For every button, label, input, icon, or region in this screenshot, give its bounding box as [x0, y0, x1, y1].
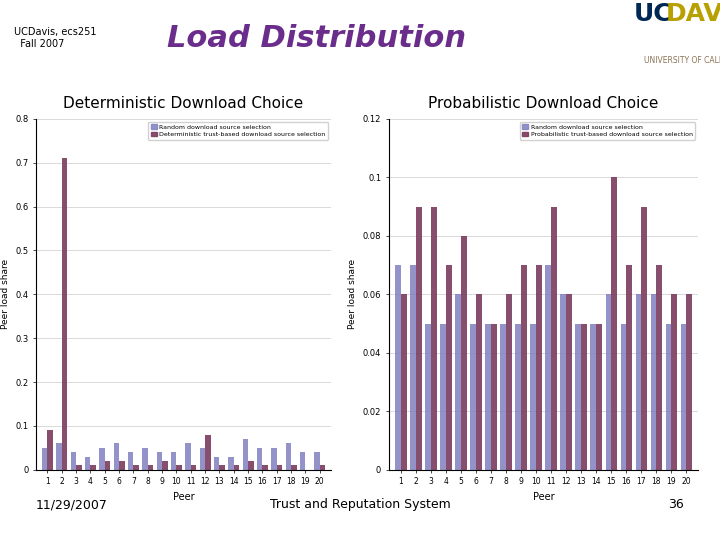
Bar: [99, 448, 105, 470]
Bar: [476, 294, 482, 470]
Bar: [636, 294, 642, 470]
Bar: [546, 265, 551, 470]
Bar: [416, 206, 422, 470]
Bar: [440, 323, 446, 470]
Bar: [85, 457, 91, 470]
Bar: [410, 265, 416, 470]
Y-axis label: Peer load share: Peer load share: [348, 259, 357, 329]
Bar: [395, 265, 401, 470]
Bar: [566, 294, 572, 470]
Text: Load Distribution: Load Distribution: [167, 24, 467, 53]
Bar: [276, 465, 282, 470]
Bar: [536, 265, 541, 470]
Bar: [114, 443, 119, 470]
Text: 11/29/2007: 11/29/2007: [36, 498, 108, 511]
Bar: [71, 453, 76, 470]
Bar: [76, 465, 81, 470]
Bar: [315, 453, 320, 470]
Text: UNIVERSITY OF CALIFORNIA: UNIVERSITY OF CALIFORNIA: [644, 56, 720, 65]
Bar: [300, 453, 305, 470]
Bar: [185, 443, 191, 470]
Bar: [575, 323, 581, 470]
Bar: [680, 323, 686, 470]
Bar: [642, 206, 647, 470]
Bar: [621, 323, 626, 470]
Bar: [228, 457, 234, 470]
Bar: [62, 158, 67, 470]
Bar: [171, 453, 176, 470]
Bar: [191, 465, 197, 470]
Bar: [234, 465, 239, 470]
Bar: [286, 443, 291, 470]
Bar: [491, 323, 497, 470]
Bar: [485, 323, 491, 470]
Bar: [506, 294, 512, 470]
Bar: [133, 465, 139, 470]
Bar: [626, 265, 632, 470]
Bar: [48, 430, 53, 470]
Legend: Random download source selection, Probabilistic trust-based download source sele: Random download source selection, Probab…: [520, 122, 696, 139]
Bar: [148, 465, 153, 470]
Bar: [657, 265, 662, 470]
Bar: [262, 465, 268, 470]
Bar: [686, 294, 692, 470]
Bar: [105, 461, 110, 470]
Bar: [248, 461, 253, 470]
Bar: [560, 294, 566, 470]
Bar: [143, 448, 148, 470]
Bar: [271, 448, 276, 470]
Bar: [665, 323, 671, 470]
Bar: [176, 465, 182, 470]
Bar: [220, 465, 225, 470]
Bar: [531, 323, 536, 470]
Title: Probabilistic Download Choice: Probabilistic Download Choice: [428, 96, 659, 111]
Y-axis label: Peer load share: Peer load share: [1, 259, 9, 329]
Bar: [651, 294, 657, 470]
Bar: [431, 206, 436, 470]
Bar: [461, 236, 467, 470]
Bar: [611, 177, 617, 470]
Bar: [446, 265, 451, 470]
Bar: [199, 448, 205, 470]
Text: Trust and Reputation System: Trust and Reputation System: [269, 498, 451, 511]
Bar: [205, 435, 210, 470]
Bar: [162, 461, 168, 470]
Bar: [243, 439, 248, 470]
Bar: [91, 465, 96, 470]
Bar: [590, 323, 596, 470]
Bar: [128, 453, 133, 470]
Bar: [521, 265, 527, 470]
X-axis label: Peer: Peer: [533, 492, 554, 502]
Bar: [291, 465, 297, 470]
Bar: [320, 465, 325, 470]
Bar: [551, 206, 557, 470]
Legend: Random download source selection, Deterministic trust-based download source sele: Random download source selection, Determ…: [148, 122, 328, 139]
Bar: [500, 323, 506, 470]
Bar: [257, 448, 262, 470]
Bar: [606, 294, 611, 470]
Bar: [42, 448, 48, 470]
Bar: [455, 294, 461, 470]
Bar: [119, 461, 125, 470]
X-axis label: Peer: Peer: [173, 492, 194, 502]
Bar: [157, 453, 162, 470]
Bar: [596, 323, 602, 470]
Bar: [426, 323, 431, 470]
Text: 36: 36: [668, 498, 684, 511]
Bar: [470, 323, 476, 470]
Text: UC: UC: [634, 2, 672, 26]
Text: DAVIS: DAVIS: [666, 2, 720, 26]
Text: UCDavis, ecs251
  Fall 2007: UCDavis, ecs251 Fall 2007: [14, 27, 97, 49]
Title: Deterministic Download Choice: Deterministic Download Choice: [63, 96, 304, 111]
Bar: [214, 457, 220, 470]
Bar: [516, 323, 521, 470]
Bar: [671, 294, 677, 470]
Bar: [401, 294, 407, 470]
Bar: [581, 323, 587, 470]
Bar: [56, 443, 62, 470]
